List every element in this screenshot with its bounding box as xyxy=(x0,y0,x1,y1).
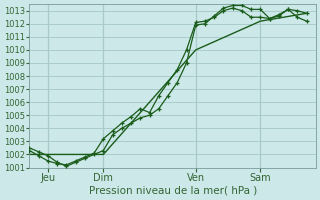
X-axis label: Pression niveau de la mer( hPa ): Pression niveau de la mer( hPa ) xyxy=(89,186,257,196)
